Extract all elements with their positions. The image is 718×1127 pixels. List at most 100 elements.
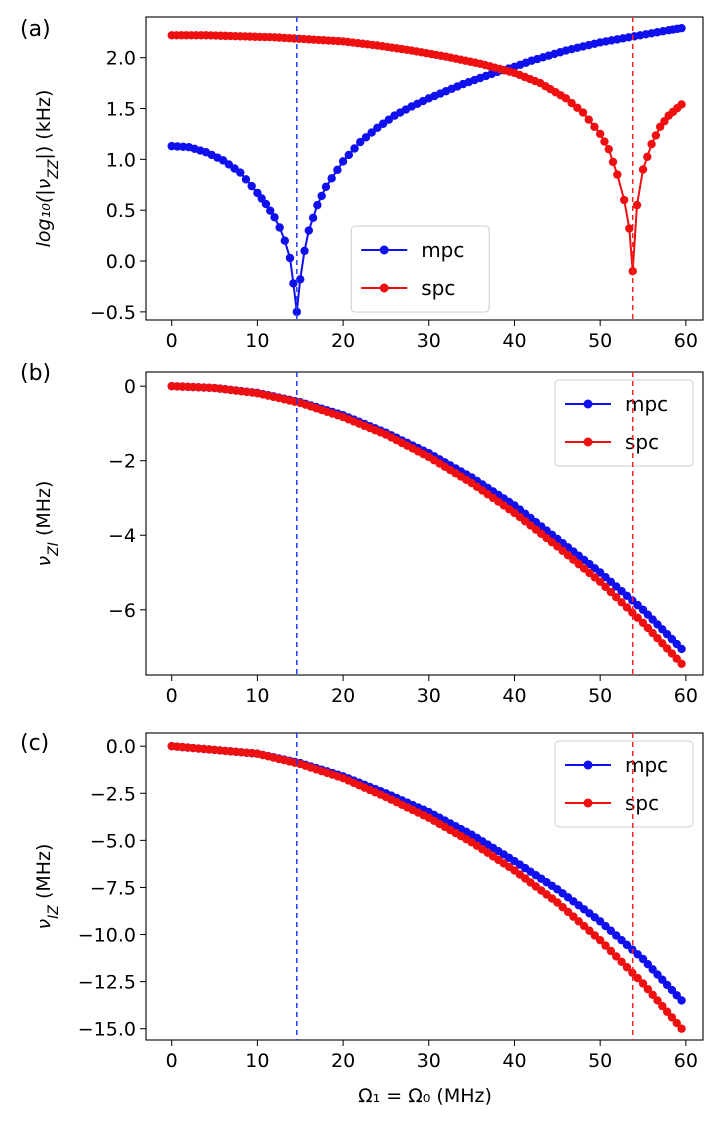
x-tick-label: 10 [245, 1050, 269, 1072]
data-point-spc [612, 593, 621, 602]
y-tick-label: 0.0 [106, 251, 136, 273]
panel-label-b: (b) [20, 361, 51, 386]
data-point-mpc [313, 200, 322, 210]
y-axis-label: νIZ (MHz) [33, 844, 62, 930]
data-point-spc [613, 170, 622, 179]
data-point-spc [606, 946, 616, 956]
y-tick-label: −6 [108, 600, 136, 622]
legend: mpc spc [554, 379, 694, 467]
data-point-spc [647, 139, 656, 149]
chart-panel-3: 0 10 20 30 40 50 60 0.0 −2.5 −5.0 −7.5 −10.0 −12.5 −1… [33, 732, 704, 1072]
x-tick-label: 20 [331, 330, 355, 352]
data-point-spc [573, 103, 582, 113]
y-tick-label: 0.0 [106, 736, 136, 758]
y-tick-label: −12.5 [78, 972, 136, 994]
legend-label-mpc: mpc [421, 238, 464, 262]
y-tick-label: 2.0 [106, 48, 136, 70]
y-tick-label: 0.5 [106, 200, 136, 222]
x-tick-label: 10 [245, 330, 269, 352]
data-point-spc [567, 98, 576, 108]
data-point-spc [638, 979, 648, 988]
x-tick-label: 20 [331, 1050, 355, 1072]
data-point-mpc [266, 206, 275, 215]
data-point-spc [662, 1007, 672, 1016]
y-tick-label: −15.0 [78, 1019, 136, 1041]
legend-label-mpc: mpc [625, 753, 668, 777]
data-point-spc [601, 582, 610, 592]
data-point-spc [622, 963, 632, 972]
data-point-mpc [236, 168, 245, 177]
y-tick-label: 1.5 [106, 99, 136, 121]
data-point-spc [633, 613, 642, 622]
data-point-mpc [356, 137, 365, 147]
legend: mpc spc [554, 740, 694, 828]
y-tick-label: −2 [108, 451, 136, 473]
y-tick-label: −4 [108, 525, 136, 547]
x-axis-label: Ω₁ = Ω₀ (MHz) [358, 1085, 492, 1107]
data-point-mpc [338, 157, 348, 166]
data-point-mpc [677, 23, 686, 33]
y-tick-label: 1.0 [106, 149, 136, 171]
data-point-spc [633, 973, 642, 983]
legend-label-mpc: mpc [625, 392, 668, 416]
data-point-spc [648, 990, 657, 999]
y-tick-label: −2.5 [90, 783, 136, 805]
data-point-mpc [261, 199, 271, 209]
data-point-spc [643, 152, 652, 162]
data-point-spc [595, 935, 605, 945]
data-point-spc [612, 952, 621, 961]
x-tick-label: 10 [245, 685, 269, 707]
data-point-spc [608, 157, 618, 167]
data-point-mpc [247, 181, 256, 191]
x-tick-label: 0 [166, 1050, 178, 1072]
data-point-spc [622, 603, 632, 612]
data-point-spc [625, 224, 634, 233]
data-point-spc [632, 200, 642, 210]
chart-panel-1: 0 10 20 30 40 50 60 −0.5 0.0 0.5 1.0 1.5 2.0 log₁₀(|ν… [33, 16, 704, 352]
data-point-mpc [241, 175, 251, 184]
chart-panel-2: 0 10 20 30 40 50 60 0 −2 −4 −6 νZI (MHz) mpc spc [33, 371, 704, 707]
x-tick-label: 50 [588, 1050, 612, 1072]
x-tick-label: 0 [166, 685, 178, 707]
legend-marker-mpc [583, 760, 593, 770]
chart-panels: 0 10 20 30 40 50 60 −0.5 0.0 0.5 1.0 1.5 2.0 log₁₀(|ν… [33, 16, 704, 1072]
x-tick-label: 30 [417, 1050, 441, 1072]
legend-label-spc: spc [421, 276, 455, 300]
legend-label-spc: spc [625, 791, 659, 815]
data-point-spc [651, 131, 661, 140]
data-point-mpc [280, 236, 290, 245]
legend-marker-mpc [583, 399, 593, 409]
x-tick-label: 40 [502, 330, 526, 352]
data-point-mpc [292, 307, 302, 317]
x-tick-label: 60 [674, 1050, 698, 1072]
data-point-mpc [367, 128, 376, 137]
data-point-spc [600, 137, 609, 146]
panel-label-c: (c) [20, 731, 49, 756]
data-point-spc [584, 115, 593, 124]
data-point-mpc [289, 279, 298, 288]
legend-marker-mpc [379, 245, 389, 255]
data-point-spc [672, 1018, 681, 1028]
data-point-mpc [361, 133, 371, 142]
y-tick-label: −0.5 [90, 302, 136, 324]
data-point-spc [601, 941, 610, 950]
y-axis-label: νZI (MHz) [33, 481, 62, 567]
data-point-spc [617, 957, 626, 967]
x-tick-label: 60 [674, 685, 698, 707]
x-tick-label: 20 [331, 685, 355, 707]
data-point-mpc [308, 213, 318, 223]
data-point-mpc [275, 223, 284, 232]
plot-frame [145, 732, 704, 1041]
data-point-mpc [285, 253, 295, 263]
y-axis-label: log₁₀(|νZZ|) (kHz) [33, 90, 62, 248]
data-point-mpc [270, 213, 279, 222]
data-point-spc [628, 968, 637, 977]
data-point-spc [677, 659, 686, 669]
legend-marker-spc [379, 283, 389, 293]
legend-box [554, 740, 694, 828]
x-tick-label: 40 [502, 1050, 526, 1072]
data-point-spc [653, 996, 662, 1005]
legend-marker-spc [583, 437, 593, 447]
x-tick-label: 30 [417, 330, 441, 352]
